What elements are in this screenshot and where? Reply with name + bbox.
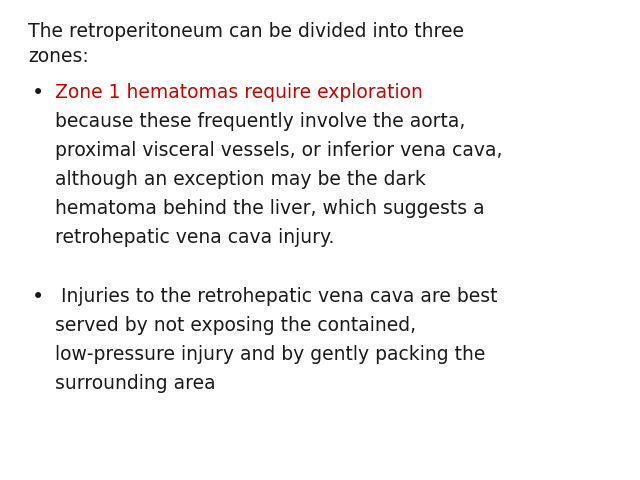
Text: surrounding area: surrounding area — [55, 374, 216, 393]
Text: although an exception may be the dark: although an exception may be the dark — [55, 170, 426, 189]
Text: The retroperitoneum can be divided into three
zones:: The retroperitoneum can be divided into … — [28, 22, 464, 66]
Text: •: • — [32, 287, 44, 307]
Text: Injuries to the retrohepatic vena cava are best: Injuries to the retrohepatic vena cava a… — [55, 287, 497, 306]
Text: hematoma behind the liver, which suggests a: hematoma behind the liver, which suggest… — [55, 199, 484, 218]
Text: retrohepatic vena cava injury.: retrohepatic vena cava injury. — [55, 228, 334, 247]
Text: served by not exposing the contained,: served by not exposing the contained, — [55, 316, 416, 335]
Text: because these frequently involve the aorta,: because these frequently involve the aor… — [55, 112, 465, 131]
Text: proximal visceral vessels, or inferior vena cava,: proximal visceral vessels, or inferior v… — [55, 141, 502, 160]
Text: •: • — [32, 83, 44, 103]
Text: Zone 1 hematomas require exploration: Zone 1 hematomas require exploration — [55, 83, 423, 102]
Text: low-pressure injury and by gently packing the: low-pressure injury and by gently packin… — [55, 345, 485, 364]
